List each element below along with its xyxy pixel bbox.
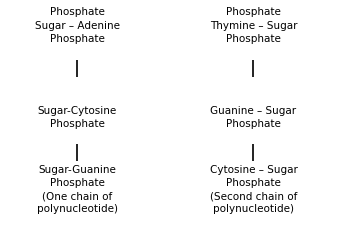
Text: Phosphate
Thymine – Sugar
Phosphate: Phosphate Thymine – Sugar Phosphate (210, 7, 297, 44)
Text: Guanine – Sugar
Phosphate: Guanine – Sugar Phosphate (210, 106, 296, 129)
Text: Cytosine – Sugar
Phosphate
(Second chain of
polynucleotide): Cytosine – Sugar Phosphate (Second chain… (209, 165, 297, 215)
Text: Phosphate
Sugar – Adenine
Phosphate: Phosphate Sugar – Adenine Phosphate (35, 7, 120, 44)
Text: Sugar-Cytosine
Phosphate: Sugar-Cytosine Phosphate (38, 106, 117, 129)
Text: Sugar-Guanine
Phosphate
(One chain of
polynucleotide): Sugar-Guanine Phosphate (One chain of po… (37, 165, 118, 215)
